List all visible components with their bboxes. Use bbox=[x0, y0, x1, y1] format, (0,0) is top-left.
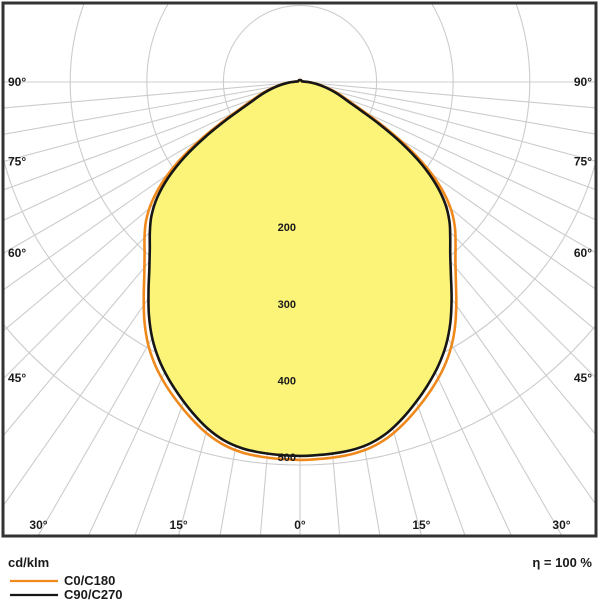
svg-text:90°: 90° bbox=[8, 75, 26, 89]
svg-text:30°: 30° bbox=[29, 518, 47, 532]
svg-text:cd/klm: cd/klm bbox=[8, 555, 49, 570]
svg-text:400: 400 bbox=[278, 375, 296, 387]
svg-text:C90/C270: C90/C270 bbox=[64, 587, 123, 600]
svg-text:30°: 30° bbox=[552, 518, 570, 532]
svg-text:200: 200 bbox=[278, 222, 296, 234]
svg-text:45°: 45° bbox=[574, 371, 592, 385]
svg-text:90°: 90° bbox=[574, 75, 592, 89]
svg-text:C0/C180: C0/C180 bbox=[64, 573, 115, 588]
svg-text:300: 300 bbox=[278, 299, 296, 311]
svg-text:75°: 75° bbox=[574, 154, 592, 168]
svg-text:500: 500 bbox=[278, 452, 296, 464]
svg-text:15°: 15° bbox=[170, 518, 188, 532]
svg-text:45°: 45° bbox=[8, 371, 26, 385]
svg-text:η = 100 %: η = 100 % bbox=[532, 555, 592, 570]
svg-text:0°: 0° bbox=[294, 518, 306, 532]
svg-text:60°: 60° bbox=[8, 246, 26, 260]
svg-text:75°: 75° bbox=[8, 154, 26, 168]
svg-text:60°: 60° bbox=[574, 246, 592, 260]
svg-text:15°: 15° bbox=[412, 518, 430, 532]
